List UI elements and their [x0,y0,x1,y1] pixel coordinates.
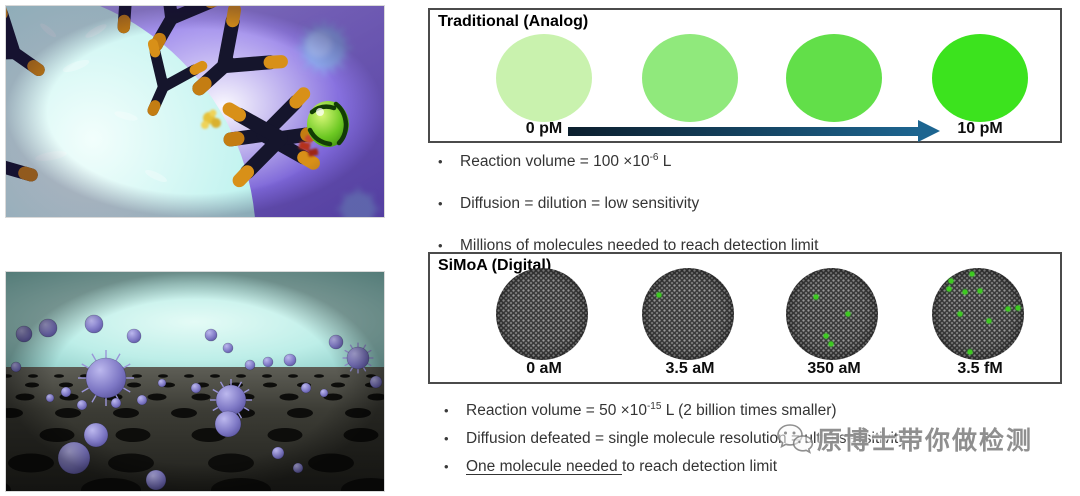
digital-bullet-list: Reaction volume = 50 ×10-15 L (2 billion… [438,401,1080,485]
analog-panel-title: Traditional (Analog) [438,13,589,30]
active-well-dot [957,311,963,317]
active-well-dot [967,349,973,355]
antibody-cell-image [5,5,385,218]
antibody-cell-render [6,6,384,217]
analog-concentration-label: 10 pM [957,120,1003,137]
active-well-dot [1005,306,1011,312]
active-well-dot [1015,305,1021,311]
active-well-dot [845,311,851,317]
concentration-arrow [568,127,920,136]
bullet-item: Millions of molecules needed to reach de… [432,236,1080,255]
active-well-dot [813,294,819,300]
bullet-item: Diffusion = dilution = low sensitivity [432,194,1080,213]
bead-microwell-render [6,272,384,491]
digital-concentration-label: 3.5 aM [665,360,715,377]
analog-circle [496,34,592,122]
bullet-item: Reaction volume = 100 ×10-6 L [432,152,1080,171]
active-well-dot [977,288,983,294]
active-well-dot [948,278,954,284]
digital-circle [786,268,878,360]
digital-panel: SiMoA (Digital) 0 aM 3.5 aM 350 aM 3.5 f… [428,252,1062,384]
bead-microwell-image [5,271,385,492]
active-well-dot [946,286,952,292]
analog-panel: Traditional (Analog) 0 pM 10 pM [428,8,1062,143]
digital-concentration-label: 3.5 fM [957,360,1003,377]
concentration-arrow-head [918,120,940,142]
digital-circle [932,268,1024,360]
digital-concentration-label: 0 aM [526,360,562,377]
digital-circle [642,268,734,360]
active-well-dot [986,318,992,324]
active-well-dot [656,292,662,298]
analog-bullet-list: Reaction volume = 100 ×10-6 L Diffusion … [432,152,1080,278]
vignette-overlay [6,272,384,491]
analog-circle [642,34,738,122]
analog-concentration-label: 0 pM [525,120,563,137]
analog-circle [932,34,1028,122]
vignette-overlay [6,6,384,217]
active-well-dot [823,333,829,339]
active-well-dot [969,271,975,277]
active-well-dot [962,289,968,295]
active-well-dot [828,341,834,347]
bullet-item: Reaction volume = 50 ×10-15 L (2 billion… [438,401,1080,420]
bullet-item: One molecule needed to reach detection l… [438,457,1080,476]
digital-panel-title: SiMoA (Digital) [438,257,552,274]
bullet-item: Diffusion defeated = single molecule res… [438,429,1080,448]
analog-circle [786,34,882,122]
digital-concentration-label: 350 aM [807,360,861,377]
digital-circle [496,268,588,360]
